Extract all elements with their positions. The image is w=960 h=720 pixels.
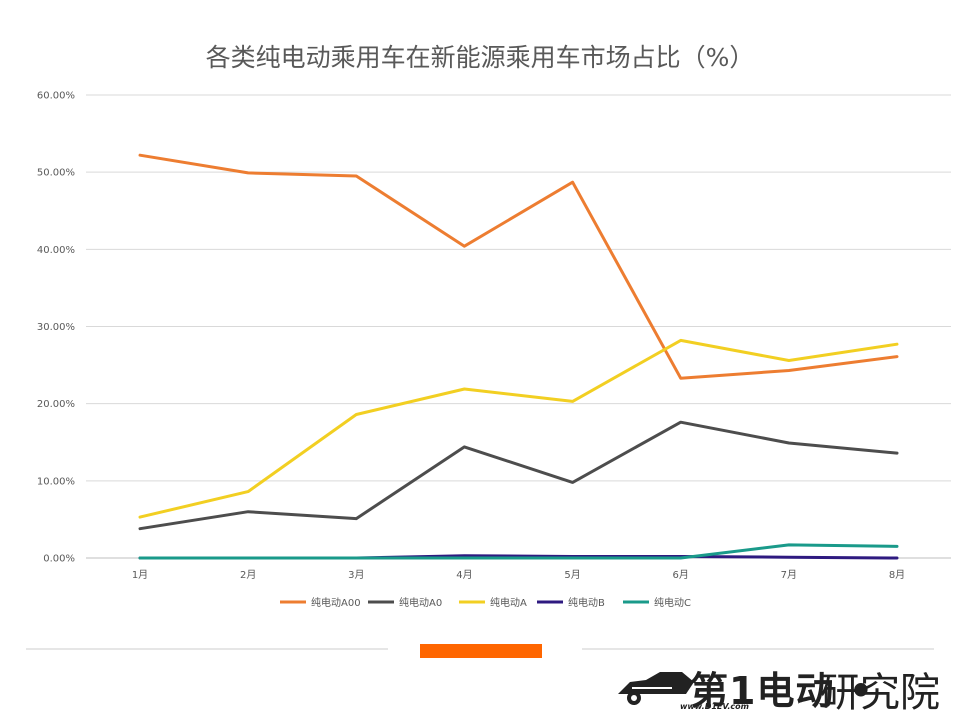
brand-name: 第1电动 • — [690, 669, 874, 713]
footer-divider-right — [582, 648, 934, 650]
legend-label: 纯电动B — [568, 596, 605, 609]
y-tick-label: 40.00% — [37, 245, 75, 256]
line-chart: 0.00% 10.00% 20.00% 30.00% 40.00% 50.00% 60.00… — [37, 91, 951, 609]
y-tick-label: 20.00% — [37, 399, 75, 410]
series-line — [138, 420, 899, 531]
y-tick-label: 10.00% — [37, 476, 75, 487]
chart-title: 各类纯电动乘用车在新能源乘用车市场占比（%） — [205, 43, 755, 72]
x-tick-label: 4月 — [456, 569, 472, 581]
x-tick-label: 7月 — [781, 569, 797, 581]
legend-label: 纯电动C — [654, 596, 691, 609]
series-line — [138, 543, 899, 560]
footer-accent-bar — [420, 644, 542, 658]
x-tick-label: 6月 — [673, 569, 689, 581]
x-tick-label: 5月 — [564, 569, 580, 581]
brand-url: www.D1EV.com — [680, 702, 749, 711]
x-tick-label: 3月 — [348, 569, 364, 581]
brand-subtitle: 研究院 — [820, 670, 940, 716]
y-tick-label: 50.00% — [37, 168, 75, 179]
y-tick-label: 30.00% — [37, 322, 75, 333]
series-line — [138, 153, 899, 380]
legend-label: 纯电动A00 — [311, 596, 361, 609]
x-tick-label: 2月 — [240, 569, 256, 581]
y-tick-label: 0.00% — [43, 554, 75, 565]
x-tick-label: 1月 — [132, 569, 148, 581]
y-tick-label: 60.00% — [37, 91, 75, 102]
legend-label: 纯电动A0 — [399, 596, 442, 609]
x-tick-label: 8月 — [889, 569, 905, 581]
series-line — [138, 338, 899, 519]
legend-label: 纯电动A — [490, 596, 527, 609]
footer-divider-left — [26, 648, 388, 650]
brand-logo-car-icon — [618, 672, 694, 705]
